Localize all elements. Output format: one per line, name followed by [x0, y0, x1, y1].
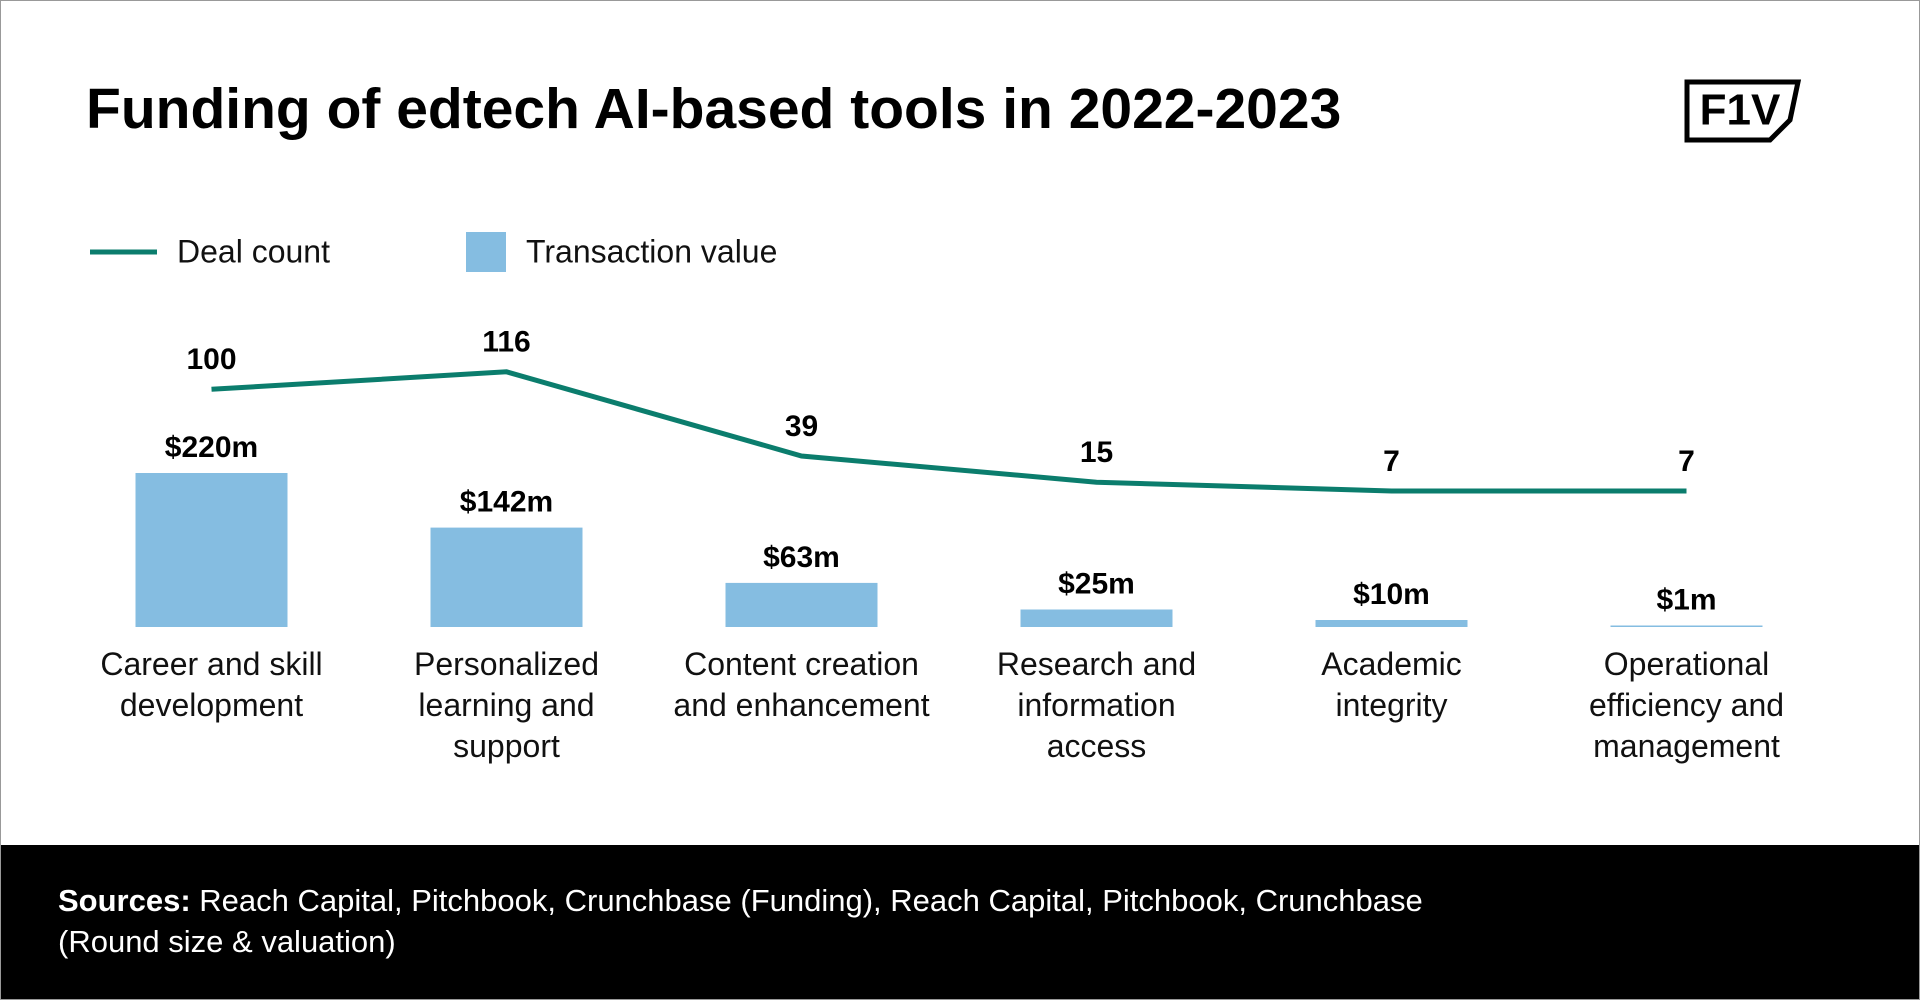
legend-label: Deal count	[177, 233, 330, 269]
footer	[0, 845, 1920, 1000]
line-value-label: 116	[482, 326, 530, 359]
line-value-label: 100	[186, 343, 236, 376]
bar-value-label: $142m	[460, 486, 553, 519]
legend-swatch	[466, 232, 506, 272]
logo: F1V	[1684, 79, 1802, 143]
legend-label: Transaction value	[526, 233, 777, 269]
bar	[430, 527, 583, 627]
bar	[1315, 620, 1468, 627]
bar	[725, 582, 878, 627]
line	[211, 369, 1687, 494]
x-tick-label: Operational efficiency and management	[1588, 646, 1785, 764]
sources-text: Reach Capital, Pitchbook, Crunchbase (Fu…	[58, 883, 1423, 959]
x-tick-label: Content creation and enhancement	[673, 646, 930, 723]
bar	[1020, 609, 1173, 627]
x-tick-label: Career and skill development	[100, 646, 323, 723]
bar-value-label: $1m	[1656, 583, 1716, 616]
line-value-label: 7	[1678, 445, 1695, 478]
sources-label: Sources:	[58, 883, 191, 918]
bar	[135, 473, 288, 627]
chart: Funding of edtech AI-based tools in 2022…	[86, 77, 1802, 627]
line-value-label: 15	[1080, 436, 1113, 469]
line-value-label: 7	[1383, 445, 1400, 478]
bar-value-label: $10m	[1353, 578, 1430, 611]
logo-frame	[1684, 79, 1802, 143]
bar-value-label: $220m	[165, 431, 258, 464]
x-tick-label: Research and information access	[996, 646, 1197, 764]
bar	[1610, 625, 1763, 627]
bar-value-label: $25m	[1058, 567, 1135, 600]
sources: Sources: Reach Capital, Pitchbook, Crunc…	[58, 880, 1508, 962]
line-value-label: 39	[785, 410, 818, 443]
x-tick-label: Academic integrity	[1321, 646, 1462, 723]
bar-value-label: $63m	[763, 541, 840, 574]
chart-title: Funding of edtech AI-based tools in 2022…	[86, 77, 1341, 141]
x-tick-label: Personalized learning and support	[414, 646, 599, 764]
logo-text: F1V	[1700, 86, 1781, 135]
